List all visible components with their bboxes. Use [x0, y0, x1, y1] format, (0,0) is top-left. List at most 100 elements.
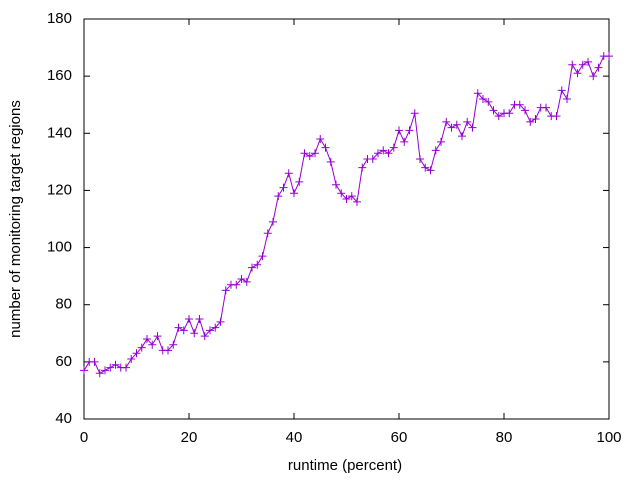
- point-marker: [531, 115, 540, 123]
- point-marker: [132, 349, 141, 358]
- point-marker: [190, 329, 199, 338]
- point-marker: [295, 177, 304, 186]
- point-marker: [489, 106, 498, 115]
- point-marker: [347, 192, 356, 201]
- point-marker: [269, 217, 277, 226]
- point-marker: [437, 137, 445, 146]
- point-marker: [505, 109, 514, 118]
- point-marker: [101, 366, 109, 375]
- point-marker: [421, 163, 430, 172]
- x-tick-label: 100: [596, 429, 621, 446]
- point-marker: [515, 100, 524, 109]
- point-marker: [473, 89, 482, 98]
- point-marker: [311, 149, 319, 158]
- y-tick-label: 40: [55, 410, 72, 427]
- point-marker: [127, 355, 136, 363]
- y-axis-label: number of monitoring target regions: [7, 100, 24, 338]
- point-marker: [400, 137, 409, 146]
- y-tick-label: 180: [47, 10, 72, 27]
- point-marker: [552, 112, 561, 121]
- point-marker: [384, 149, 393, 158]
- point-marker: [447, 123, 456, 132]
- point-marker: [442, 117, 451, 126]
- point-marker: [358, 163, 367, 172]
- point-marker: [95, 369, 104, 378]
- point-marker: [426, 166, 435, 175]
- x-tick-label: 40: [286, 429, 303, 446]
- point-marker: [379, 146, 388, 155]
- point-marker: [321, 143, 330, 152]
- point-marker: [148, 340, 157, 349]
- y-tick-label: 120: [47, 181, 72, 198]
- point-marker: [368, 155, 377, 163]
- point-marker: [557, 86, 566, 95]
- point-marker: [153, 332, 162, 341]
- point-marker: [389, 143, 398, 152]
- point-marker: [80, 366, 88, 375]
- point-marker: [337, 189, 346, 198]
- point-marker: [494, 112, 503, 121]
- point-marker: [410, 109, 419, 118]
- y-tick-label: 100: [47, 239, 72, 256]
- point-marker: [237, 275, 246, 283]
- x-axis-label: runtime (percent): [288, 457, 402, 474]
- point-marker: [90, 357, 99, 366]
- point-marker: [279, 183, 288, 192]
- y-tick-label: 60: [55, 353, 72, 370]
- point-marker: [164, 346, 172, 355]
- point-marker: [242, 277, 251, 286]
- point-marker: [258, 252, 267, 261]
- x-tick-label: 80: [496, 429, 513, 446]
- y-tick-label: 80: [55, 296, 72, 313]
- point-marker: [169, 340, 178, 349]
- point-marker: [484, 97, 493, 106]
- point-marker: [573, 69, 582, 78]
- point-marker: [111, 360, 120, 369]
- point-marker: [206, 326, 214, 335]
- point-marker: [578, 60, 587, 69]
- point-marker: [374, 149, 382, 158]
- point-marker: [179, 326, 188, 335]
- point-marker: [594, 63, 603, 72]
- point-marker: [263, 229, 272, 238]
- plot-border: [83, 18, 610, 420]
- point-marker: [563, 95, 571, 103]
- point-marker: [405, 126, 414, 135]
- point-marker: [143, 335, 151, 343]
- point-marker: [106, 363, 115, 372]
- point-marker: [353, 197, 361, 206]
- point-marker: [468, 123, 477, 132]
- x-tick-label: 20: [181, 429, 198, 446]
- point-marker: [316, 135, 325, 143]
- x-tick-label: 60: [391, 429, 408, 446]
- point-marker: [200, 332, 209, 341]
- series-line: [83, 55, 609, 374]
- point-marker: [342, 195, 351, 203]
- point-marker: [253, 260, 262, 269]
- point-marker: [463, 117, 472, 126]
- point-marker: [232, 280, 241, 289]
- y-tick-label: 160: [47, 67, 72, 84]
- point-marker: [290, 189, 298, 198]
- point-marker: [185, 315, 193, 323]
- point-marker: [395, 126, 403, 135]
- point-marker: [332, 180, 340, 189]
- point-marker: [284, 169, 293, 178]
- point-marker: [305, 152, 314, 161]
- point-marker: [416, 155, 424, 163]
- point-marker: [431, 146, 440, 155]
- x-tick-label: 0: [80, 429, 88, 446]
- point-marker: [584, 57, 592, 66]
- point-marker: [137, 343, 146, 352]
- point-marker: [248, 263, 256, 272]
- point-marker: [568, 60, 577, 69]
- point-marker: [221, 286, 230, 295]
- point-marker: [526, 117, 535, 126]
- point-marker: [195, 315, 204, 323]
- point-marker: [274, 192, 283, 201]
- point-marker: [605, 52, 613, 61]
- point-marker: [542, 103, 550, 112]
- point-marker: [211, 323, 220, 332]
- point-marker: [326, 157, 335, 166]
